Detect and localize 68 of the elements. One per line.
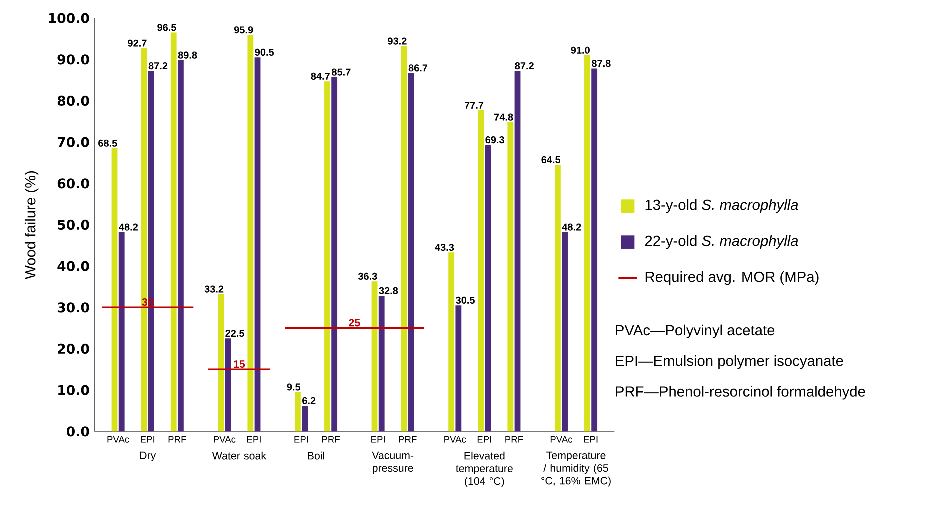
y-tick-label: 100.0 xyxy=(49,13,90,24)
data-label: 69.3 xyxy=(486,136,504,144)
x-tick-label: PRF xyxy=(322,436,340,443)
text: Required avg. MOR (MPa) xyxy=(646,271,819,286)
legend-label: 22-y-old S. macrophylla xyxy=(645,235,798,250)
x-tick-label: EPI xyxy=(294,436,308,443)
data-label: 92.7 xyxy=(128,40,147,47)
ref-line-label: 25 xyxy=(349,319,360,327)
x-tick-label: EPI xyxy=(141,436,155,443)
data-label: 87.2 xyxy=(515,62,534,70)
text: PRF—Phenol-resorcinol formaldehyde xyxy=(616,386,866,400)
x-tick-label: EPI xyxy=(372,436,385,443)
data-label: 91.0 xyxy=(571,46,590,54)
data-label: 86.7 xyxy=(408,64,428,72)
data-label: 48.2 xyxy=(119,224,138,231)
y-tick-label: 0.0 xyxy=(66,426,90,437)
data-label: 32.8 xyxy=(379,287,398,294)
text: Elevated temperature (104 °C) xyxy=(456,452,513,488)
text: Water soak xyxy=(212,452,267,460)
y-tick-label: 20.0 xyxy=(58,344,90,354)
data-label: 96.5 xyxy=(158,24,176,32)
data-label: 77.7 xyxy=(464,102,484,109)
x-tick-label: PRF xyxy=(168,436,186,443)
y-axis-title: Wood failure (%) xyxy=(24,171,39,280)
legend-label: 13-y-old S. macrophylla xyxy=(646,199,798,214)
y-tick-label: 90.0 xyxy=(58,54,90,65)
data-label: 43.3 xyxy=(435,244,454,252)
data-label: 36.3 xyxy=(358,272,378,280)
data-label: 9.5 xyxy=(287,384,301,391)
text: EPI—Emulsion polymer isocyanate xyxy=(616,355,844,370)
y-tick-label: 60.0 xyxy=(58,178,90,189)
y-tick-label: 50.0 xyxy=(58,220,90,230)
data-label: 22.5 xyxy=(226,330,245,338)
text: Temperature / humidity (65 °C, 16% EMC) xyxy=(542,452,611,487)
ref-line-label: 15 xyxy=(234,360,246,368)
x-tick-label: PVAc xyxy=(444,436,466,443)
y-tick-label: 40.0 xyxy=(58,261,90,272)
data-label: 6.2 xyxy=(302,397,316,404)
data-label: 93.2 xyxy=(388,38,407,45)
text: Boil xyxy=(308,452,324,460)
y-tick-label: 30.0 xyxy=(58,302,90,313)
x-tick-label: PVAc xyxy=(550,436,573,443)
x-tick-label: EPI xyxy=(584,436,598,443)
data-label: 95.9 xyxy=(234,26,254,34)
data-label: 30.5 xyxy=(456,296,475,304)
y-tick-label: 10.0 xyxy=(58,385,90,396)
x-tick-label: EPI xyxy=(247,436,261,443)
text: Dry xyxy=(140,452,156,462)
x-tick-label: EPI xyxy=(478,436,492,443)
data-label: 87.2 xyxy=(148,62,168,70)
text: PVAc—Polyvinyl acetate xyxy=(616,324,775,338)
data-label: 74.8 xyxy=(494,114,514,121)
x-tick-label: PRF xyxy=(399,436,417,443)
data-label: 48.2 xyxy=(562,224,582,231)
text: Vacuum-pressure xyxy=(372,452,414,474)
y-tick-label: 80.0 xyxy=(58,96,90,106)
data-label: 64.5 xyxy=(542,156,561,164)
y-tick-label: 70.0 xyxy=(58,137,90,148)
x-tick-label: PVAc xyxy=(108,436,130,443)
data-label: 90.5 xyxy=(255,48,274,56)
data-label: 68.5 xyxy=(98,140,118,147)
x-tick-label: PRF xyxy=(506,436,524,443)
x-tick-label: PVAc xyxy=(214,436,236,443)
data-label: 84.7 xyxy=(311,72,330,80)
data-label: 89.8 xyxy=(178,52,198,59)
data-label: 87.8 xyxy=(592,60,611,68)
data-label: 33.2 xyxy=(204,286,224,293)
data-label: 85.7 xyxy=(332,68,351,76)
